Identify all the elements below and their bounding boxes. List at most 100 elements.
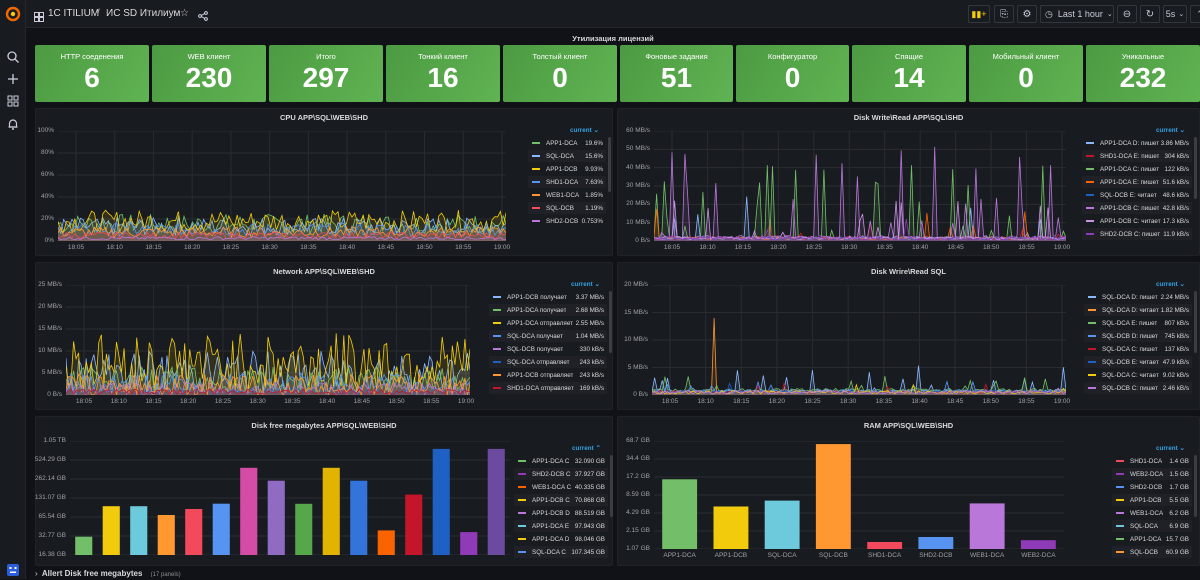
legend-item[interactable]: APP1-DCB 9.93% <box>528 163 606 175</box>
stat-total[interactable]: Итого 297 <box>269 45 383 102</box>
legend-scrollbar[interactable] <box>1194 455 1197 518</box>
legend-scrollbar[interactable] <box>608 137 611 192</box>
add-panel-button[interactable]: ▮▮+ <box>968 5 990 23</box>
dashboard-grid-icon[interactable] <box>34 9 44 27</box>
legend-item[interactable]: WEB1-DCA 6.2 GB <box>1112 507 1192 519</box>
share-icon[interactable] <box>198 8 208 26</box>
plus-icon[interactable] <box>3 69 23 89</box>
bell-icon[interactable] <box>3 114 23 134</box>
legend-item[interactable]: SQL-DCB E: читает 47.9 kB/s <box>1084 356 1192 368</box>
collapsed-row[interactable]: › Allert Disk free megabytes (17 panels) <box>35 569 181 579</box>
legend-item[interactable]: APP1-DCA 19.6% <box>528 137 606 149</box>
plot-area[interactable] <box>66 285 470 395</box>
legend-sort-header[interactable]: current ⌄ <box>1156 445 1185 452</box>
legend-item[interactable]: SQL-DCB 60.9 GB <box>1112 546 1192 558</box>
legend-item[interactable]: SQL-DCB C: пишет 2.46 kB/s <box>1084 382 1192 394</box>
zoom-out-button[interactable]: ⊖ <box>1117 5 1137 23</box>
collapse-button[interactable]: ⌃ <box>1190 5 1200 23</box>
legend-item[interactable]: SQL-DCB D: пишет 745 kB/s <box>1084 330 1192 342</box>
legend-item[interactable]: SHD2-DCB C: пишет 11.9 kB/s <box>1082 228 1192 240</box>
legend-sort-header[interactable]: current ⌄ <box>1156 281 1185 288</box>
legend-item[interactable]: SHD2-DCB 0.753% <box>528 215 606 227</box>
legend-sort-header[interactable]: current ⌃ <box>572 445 601 452</box>
legend-item[interactable]: SQL-DCB E: читает 48.6 kB/s <box>1082 189 1192 201</box>
cpu-panel[interactable]: CPU APP\SQL\WEB\SHD 100% 80% 60% 40% 20% 0% 18… <box>35 108 613 256</box>
grafana-logo-icon[interactable] <box>3 4 23 24</box>
legend-item[interactable]: APP1-DCB отправляет 243 kB/s <box>489 369 607 381</box>
legend-item[interactable]: SQL-DCB получает 330 kB/s <box>489 343 607 355</box>
legend-item[interactable]: APP1-DCB 5.5 GB <box>1112 494 1192 506</box>
legend-sort-header[interactable]: current ⌄ <box>571 281 600 288</box>
breadcrumb-dashboard[interactable]: ИС SD Итилиум <box>106 8 181 19</box>
legend-item[interactable]: APP1-DCB получает 3.37 MB/s <box>489 291 607 303</box>
search-icon[interactable] <box>3 47 23 67</box>
disk-app-panel[interactable]: Disk Write\Read APP\SQL\SHD 60 MB/s 50 MB… <box>617 108 1200 256</box>
legend-item[interactable]: APP1-DCB C: пишет 42.8 kB/s <box>1082 202 1192 214</box>
refresh-button[interactable]: ↻ <box>1140 5 1160 23</box>
legend-item[interactable]: SQL-DCA отправляет 243 kB/s <box>489 356 607 368</box>
network-panel[interactable]: Network APP\SQL\WEB\SHD 25 MB/s 20 MB/s 15… <box>35 262 613 410</box>
stat-web-client[interactable]: WEB клиент 230 <box>152 45 266 102</box>
legend-item[interactable]: SQL-DCA получает 1.04 MB/s <box>489 330 607 342</box>
legend-item[interactable]: SQL-DCB 1.19% <box>528 202 606 214</box>
bar-plot-area[interactable] <box>70 441 510 555</box>
legend-item[interactable]: SHD2-DCB 1.7 GB <box>1112 481 1192 493</box>
legend-item[interactable]: SHD2-DCB C 37.927 GB <box>514 468 608 480</box>
legend-item[interactable]: APP1-DCA D: пишет 3.86 MB/s <box>1082 137 1192 149</box>
legend-item[interactable]: APP1-DCA D 98.046 GB <box>514 533 608 545</box>
legend-item[interactable]: WEB2-DCA 1.5 GB <box>1112 468 1192 480</box>
legend-item[interactable]: APP1-DCA C: пишет 122 kB/s <box>1082 163 1192 175</box>
legend-item[interactable]: APP1-DCA 15.7 GB <box>1112 533 1192 545</box>
legend-item[interactable]: SQL-DCA D: читает 1.82 MB/s <box>1084 304 1192 316</box>
stat-configurator[interactable]: Конфигуратор 0 <box>736 45 849 102</box>
stat-unique[interactable]: Уникальные 232 <box>1086 45 1200 102</box>
legend-item[interactable]: SHD1-DCA E: пишет 304 kB/s <box>1082 150 1192 162</box>
legend-item[interactable]: SQL-DCA 6.9 GB <box>1112 520 1192 532</box>
stat-mobile-client[interactable]: Мобильный клиент 0 <box>969 45 1083 102</box>
legend-item[interactable]: APP1-DCB C: читает 17.3 kB/s <box>1082 215 1192 227</box>
legend-sort-header[interactable]: current ⌄ <box>570 127 599 134</box>
legend-item[interactable]: SQL-DCA E: пишет 807 kB/s <box>1084 317 1192 329</box>
legend-item[interactable]: WEB1-DCA C 40.335 GB <box>514 481 608 493</box>
legend-item[interactable]: SQL-DCA D: пишет 2.24 MB/s <box>1084 291 1192 303</box>
plot-area[interactable] <box>654 131 1066 241</box>
legend-item[interactable]: SHD1-DCA 7.63% <box>528 176 606 188</box>
legend-item[interactable]: APP1-DCB D 88.519 GB <box>514 507 608 519</box>
stat-background-jobs[interactable]: Фоновые задания 51 <box>620 45 733 102</box>
legend-scrollbar[interactable] <box>610 455 613 518</box>
user-avatar-icon[interactable] <box>3 560 23 580</box>
save-dashboard-button[interactable]: ⎘ <box>994 5 1014 23</box>
legend-scrollbar[interactable] <box>609 291 612 354</box>
legend-item[interactable]: SQL-DCA 15.6% <box>528 150 606 162</box>
stat-thin-client[interactable]: Тонкий клиент 16 <box>386 45 500 102</box>
breadcrumb-folder[interactable]: 1C ITILIUM <box>48 8 100 19</box>
settings-button[interactable]: ⚙ <box>1017 5 1037 23</box>
legend-scrollbar[interactable] <box>1194 137 1197 200</box>
legend-item[interactable]: SHD1-DCA 1.4 GB <box>1112 455 1192 467</box>
legend-item[interactable]: APP1-DCA C 32.090 GB <box>514 455 608 467</box>
legend-item[interactable]: APP1-DCA получает 2.68 MB/s <box>489 304 607 316</box>
star-icon[interactable]: ☆ <box>180 8 189 19</box>
bar-plot-area[interactable] <box>654 441 1064 549</box>
legend-item[interactable]: SQL-DCA C 107.345 GB <box>514 546 608 558</box>
legend-item[interactable]: APP1-DCA отправляет 2.55 MB/s <box>489 317 607 329</box>
dashboards-icon[interactable] <box>3 91 23 111</box>
legend-item[interactable]: APP1-DCA E 97.943 GB <box>514 520 608 532</box>
disk-sql-panel[interactable]: Disk Wrire\Read SQL 20 MB/s 15 MB/s 10 MB/… <box>617 262 1200 410</box>
disk-free-panel[interactable]: Disk free megabytes APP\SQL\WEB\SHD 1.05… <box>35 416 613 566</box>
ram-panel[interactable]: RAM APP\SQL\WEB\SHD 68.7 GB 34.4 GB 17.2 G… <box>617 416 1200 566</box>
legend-sort-header[interactable]: current ⌄ <box>1156 127 1185 134</box>
legend-item[interactable]: SQL-DCA C: читает 9.02 kB/s <box>1084 369 1192 381</box>
legend-scrollbar[interactable] <box>1194 291 1197 354</box>
legend-item[interactable]: APP1-DCA E: пишет 51.6 kB/s <box>1082 176 1192 188</box>
stat-http-connections[interactable]: HTTP соеденения 6 <box>35 45 149 102</box>
legend-item[interactable]: APP1-DCB C 70.868 GB <box>514 494 608 506</box>
stat-thick-client[interactable]: Толстый клиент 0 <box>503 45 617 102</box>
legend-item[interactable]: WEB1-DCA 1.85% <box>528 189 606 201</box>
time-picker-button[interactable]: ◷ Last 1 hour ⌄ <box>1040 5 1114 23</box>
stat-sleeping[interactable]: Спящие 14 <box>852 45 966 102</box>
refresh-interval-picker[interactable]: 5s ⌄ <box>1163 5 1187 23</box>
legend-item[interactable]: SQL-DCA C: пишет 137 kB/s <box>1084 343 1192 355</box>
plot-area[interactable] <box>58 131 506 241</box>
legend-item[interactable]: SHD1-DCA отправляет 169 kB/s <box>489 382 607 394</box>
